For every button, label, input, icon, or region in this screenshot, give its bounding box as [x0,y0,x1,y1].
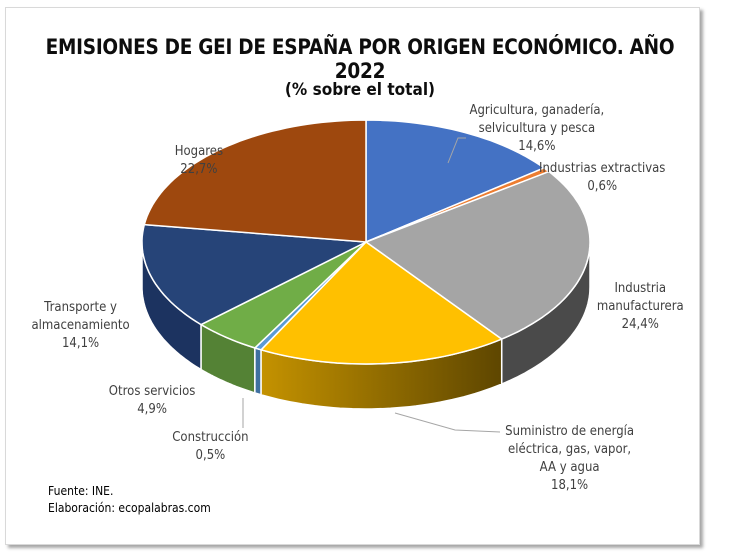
label-line: AA y agua [539,460,600,475]
label-line: almacenamiento [31,318,130,333]
author-text: Elaboración: ecopalabras.com [48,501,211,515]
leader-line [447,137,466,164]
source-text: Fuente: INE. [48,484,114,498]
label-line: Agricultura, ganadería, [469,103,605,118]
label-line: Construcción [172,430,249,445]
label-value: 0,5% [195,448,226,463]
label-value: 4,9% [137,402,167,417]
chart-title: EMISIONES DE GEI DE ESPAÑA POR ORIGEN EC… [45,35,675,83]
label-value: 14,1% [61,336,100,351]
chart-footer: Fuente: INE. Elaboración: ecopalabras.co… [48,483,211,517]
label-line: selvicultura y pesca [478,121,596,136]
label-line: Industria [614,281,667,296]
pie-slice [200,241,367,349]
pie-slice [260,241,503,365]
pie-slice [365,170,591,340]
label-value: 24,4% [621,317,659,332]
label-industria-manufacturera: Industria manufacturera 24,4% [597,280,684,334]
label-suministro: Suministro de energía eléctrica, gas, va… [505,423,634,495]
label-line: Transporte y [44,300,117,315]
label-line: eléctrica, gas, vapor, [508,442,632,457]
label-value: 0,6% [587,179,618,194]
label-transporte: Transporte y almacenamiento 14,1% [31,299,129,353]
label-line: Hogares [174,144,224,159]
pie-slice-side [254,346,262,397]
pie-slice [365,119,545,243]
label-line: Industrias extractivas [539,161,666,176]
label-value: 22,7% [180,162,218,177]
label-value: 14,6% [518,139,556,154]
chart-subtitle: (% sobre el total) [284,80,436,100]
label-industrias-extractivas: Industrias extractivas 0,6% [539,160,665,196]
label-hogares: Hogares 22,7% [175,143,223,179]
pie-slice [143,119,367,243]
label-value: 18,1% [551,478,589,493]
label-line: Otros servicios [108,384,196,399]
label-line: Suministro de energía [505,424,635,439]
label-construccion: Construcción 0,5% [172,429,248,465]
pie-slice [141,223,367,326]
leader-line [394,412,501,433]
label-line: manufacturera [596,299,684,314]
label-otros-servicios: Otros servicios 4,9% [109,383,196,419]
label-agricultura: Agricultura, ganadería, selvicultura y p… [469,102,604,156]
